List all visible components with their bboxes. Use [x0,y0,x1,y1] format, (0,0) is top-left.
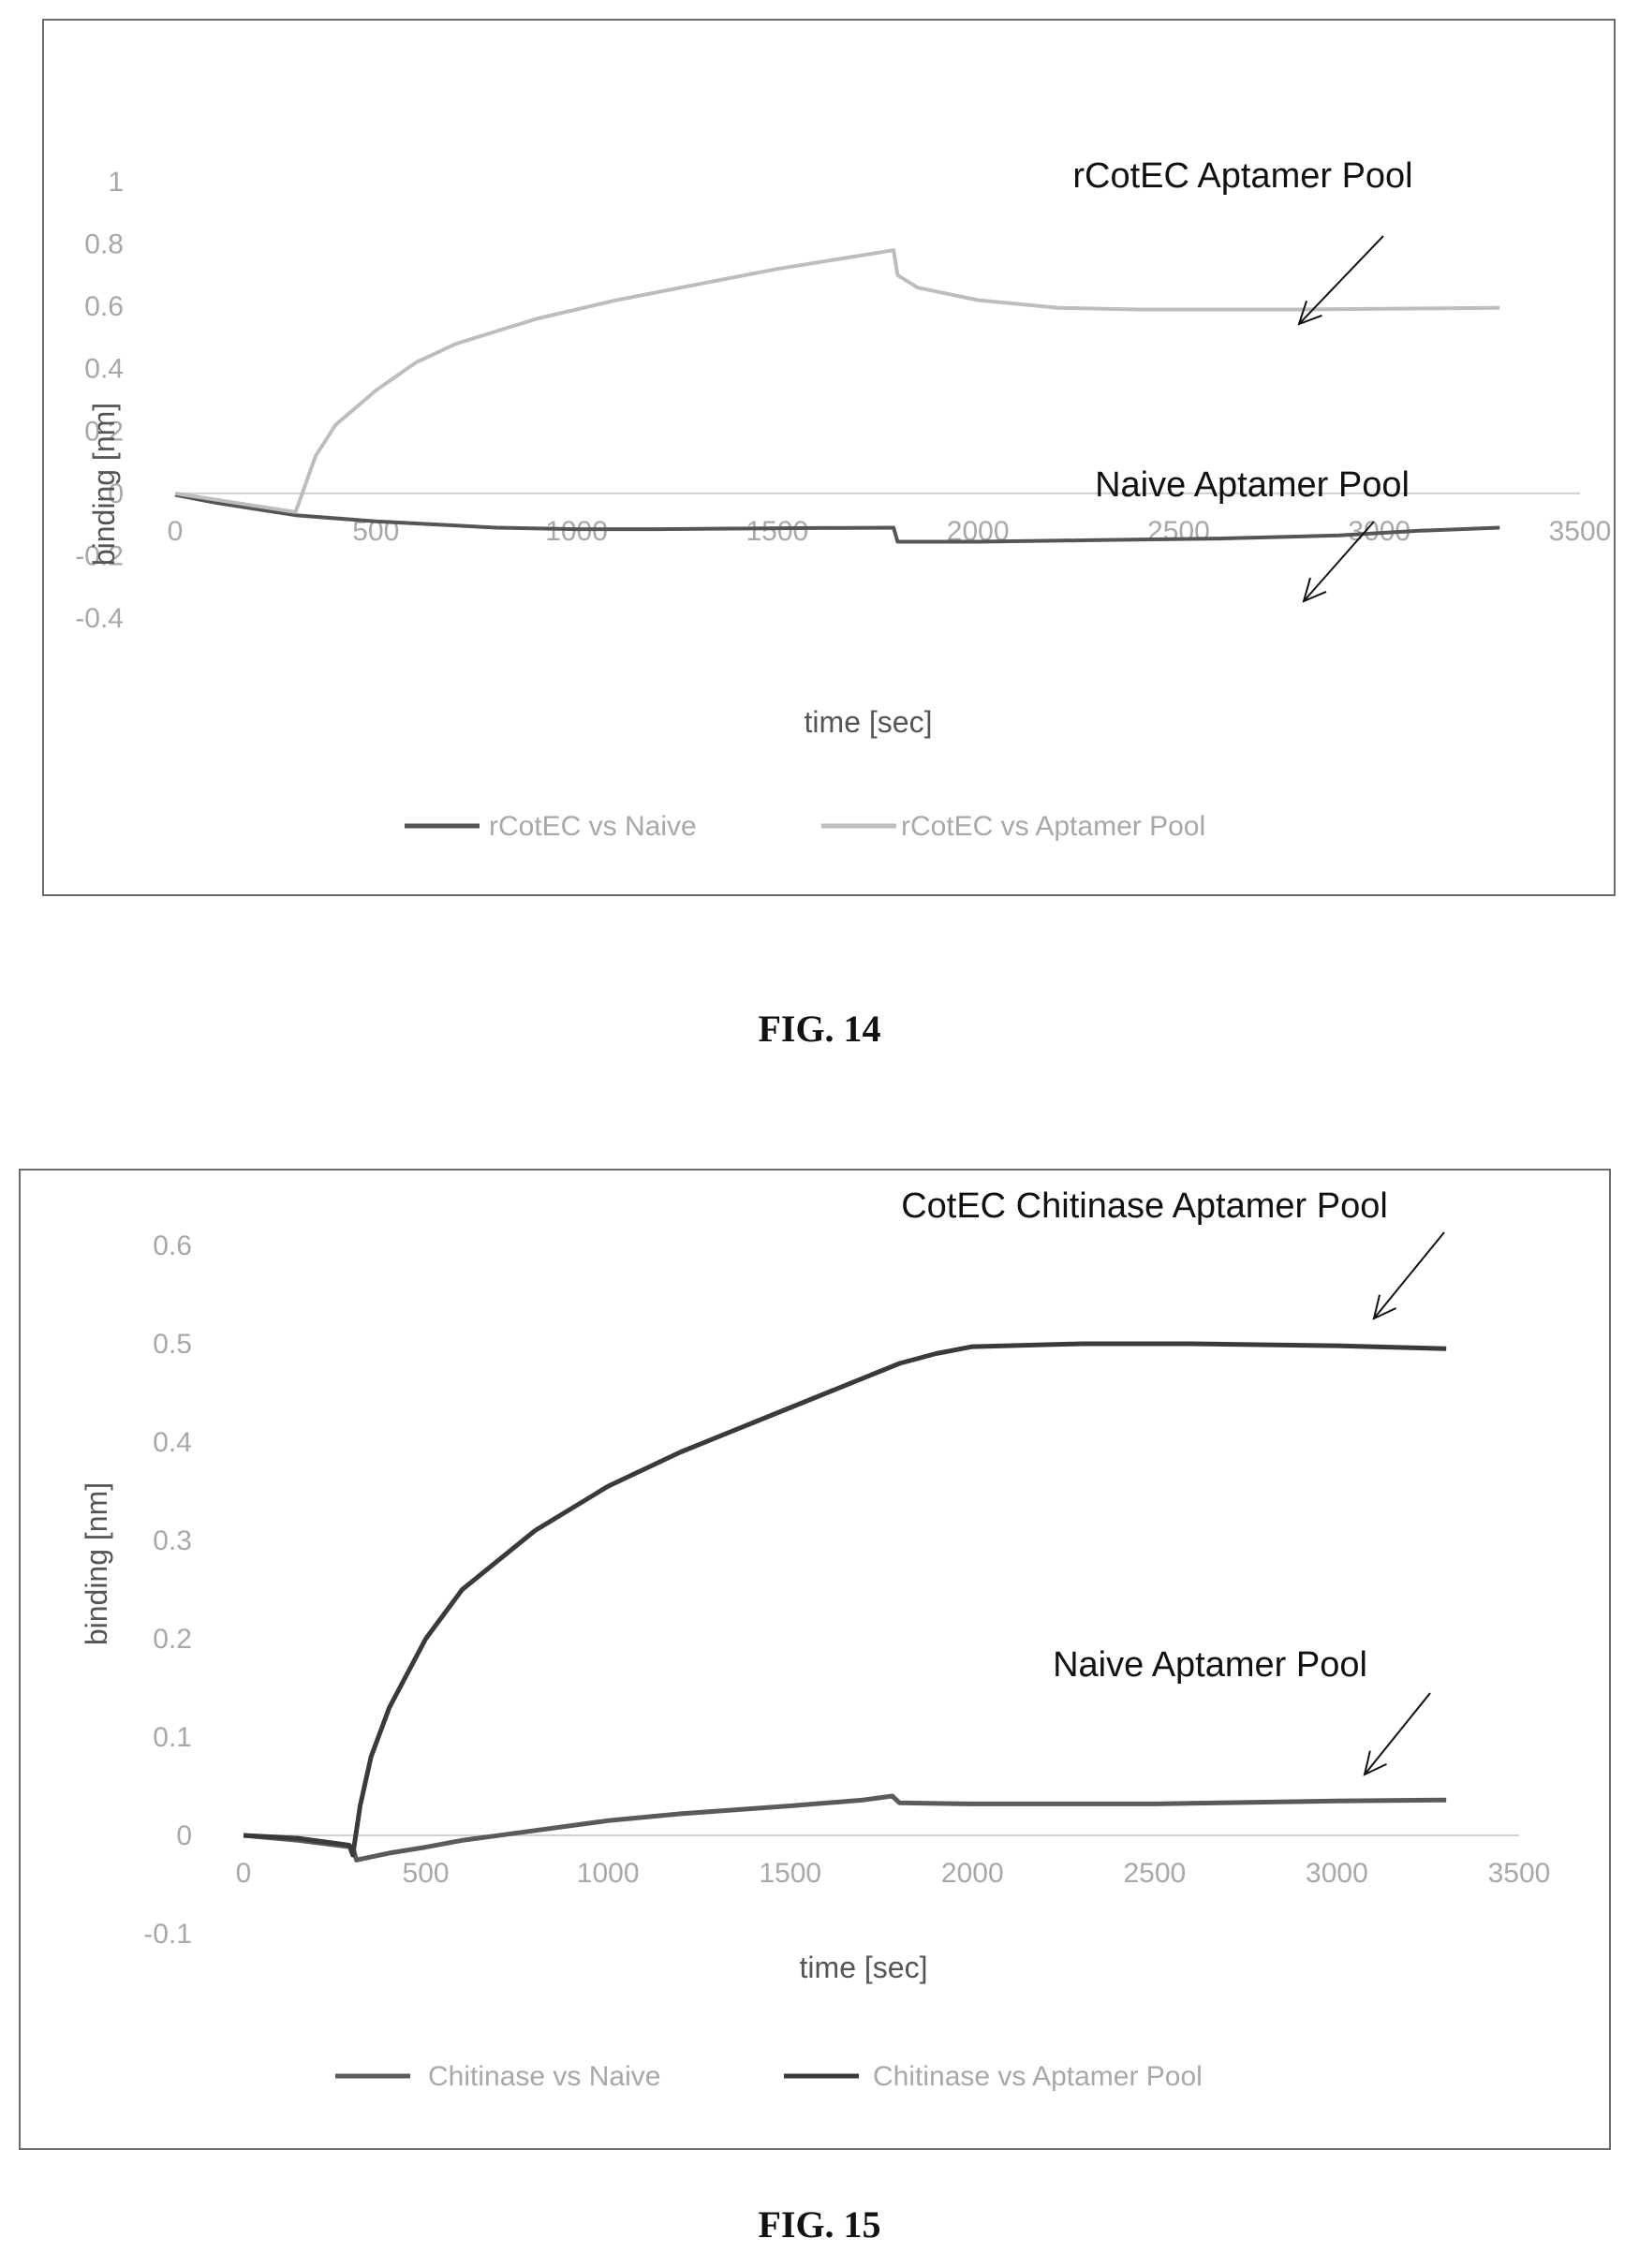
x-tick-label: 3000 [1306,1858,1368,1889]
y-tick-label: -0.1 [143,1919,192,1950]
series-line-2 [243,1341,1447,1858]
x-tick-label: 0 [236,1858,252,1889]
x-tick-label: 2500 [1123,1858,1186,1889]
figure-14-panel: -0.4 -0.2 0 0.2 0.4 0.6 0.8 1 0 500 1000 1500 2000 25… [42,19,1616,896]
annotation-arrow [1364,1692,1431,1775]
y-tick-label: -0.4 [75,603,124,634]
annotation-arrow [1373,1231,1445,1319]
y-tick-label: 1 [108,167,124,198]
x-tick-label: 1500 [759,1858,821,1889]
y-tick-label: 0.2 [153,1624,192,1655]
y-axis-title: binding [nm] [80,1482,113,1645]
series-line-2 [174,248,1500,514]
y-tick-label: 0.4 [153,1427,192,1458]
y-axis-title: binding [nm] [87,403,121,566]
arrow-head [1302,577,1327,603]
arrow-head [1372,1294,1396,1320]
y-tick-label: 0.2 [84,416,124,447]
annotation-label: CotEC Chitinase Aptamer Pool [901,1186,1388,1226]
annotation-arrow [1298,235,1384,325]
y-tick-label: 0.6 [153,1230,192,1261]
x-tick-label: 1000 [577,1858,640,1889]
figure-15-caption: FIG. 15 [758,2203,881,2246]
legend-label: rCotEC vs Aptamer Pool [901,811,1205,842]
x-axis-title: time [sec] [805,705,933,739]
x-tick-label: 2000 [941,1858,1004,1889]
y-tick-label: -0.2 [75,540,124,571]
series-line-1 [174,493,1500,544]
x-tick-label: 1500 [746,516,808,547]
y-tick-label: 0.4 [84,354,124,385]
x-tick-label: 3500 [1549,516,1612,547]
x-tick-label: 3500 [1488,1858,1551,1889]
x-tick-label: 1000 [545,516,608,547]
arrow-head [1297,300,1322,326]
arrow-head [1363,1750,1387,1776]
y-tick-label: 0 [108,479,124,509]
series-line-1 [243,1793,1447,1863]
y-tick-label: 0.6 [84,291,124,322]
x-axis-title: time [sec] [800,1951,928,1984]
figure-15-panel: -0.1 0 0.1 0.2 0.3 0.4 0.5 0.6 0 500 1000 1500 2000 2… [19,1169,1611,2150]
y-tick-label: 0.5 [153,1329,192,1360]
y-tick-label: 0.1 [153,1722,192,1753]
y-tick-label: 0.8 [84,229,124,260]
annotation-arrow [1303,521,1375,602]
chart-fig15: -0.1 0 0.1 0.2 0.3 0.4 0.5 0.6 0 500 1000 1500 2000 2… [80,1186,1551,2092]
legend-label: Chitinase vs Naive [428,2061,660,2092]
legend-label: Chitinase vs Aptamer Pool [873,2061,1203,2092]
annotation-label: rCotEC Aptamer Pool [1072,156,1412,196]
annotation-label: Naive Aptamer Pool [1053,1645,1367,1685]
y-tick-label: 0 [176,1820,192,1851]
figure-14-caption: FIG. 14 [758,1008,881,1050]
x-tick-label: 0 [168,516,184,547]
y-tick-label: 0.3 [153,1525,192,1556]
legend-label: rCotEC vs Naive [489,811,697,842]
annotation-label: Naive Aptamer Pool [1095,465,1410,505]
x-tick-label: 2500 [1147,516,1210,547]
chart-fig14: -0.4-0.200.20.40.60.810 500 1000 1500 2000 25… [75,156,1612,842]
x-tick-label: 500 [403,1858,450,1889]
